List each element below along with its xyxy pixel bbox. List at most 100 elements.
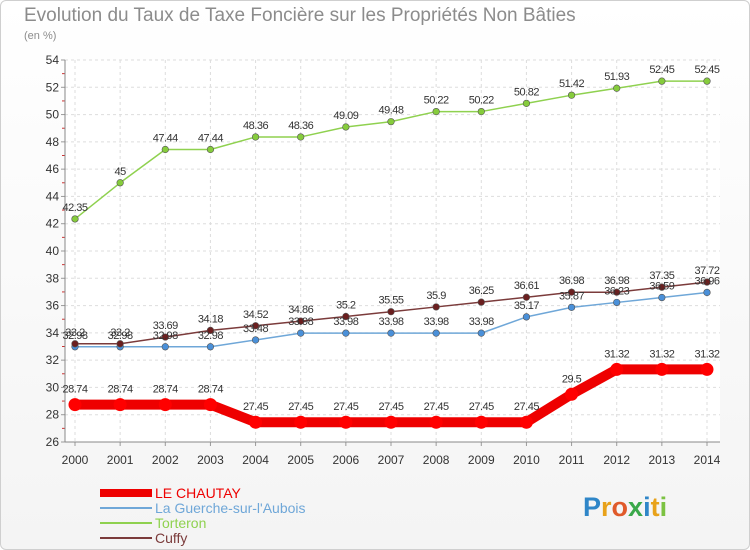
data-point-le-chautay	[68, 398, 82, 412]
data-label-cuffy: 33.2	[110, 327, 130, 339]
x-tick-label: 2001	[107, 453, 134, 467]
data-label-la-guerche-sur-l-aubois: 33.98	[288, 316, 313, 328]
y-tick-label: 38	[46, 271, 60, 285]
data-point-torteron	[251, 133, 260, 141]
data-point-cuffy	[703, 278, 711, 286]
data-label-torteron: 48.36	[288, 120, 313, 132]
data-label-torteron: 48.36	[243, 120, 268, 132]
x-tick-label: 2000	[62, 453, 89, 467]
data-label-torteron: 50.22	[424, 95, 449, 107]
data-label-la-guerche-sur-l-aubois: 33.98	[469, 316, 494, 328]
x-tick-label: 2003	[197, 453, 224, 467]
y-tick-label: 50	[46, 108, 60, 122]
x-tick-label: 2010	[513, 453, 540, 467]
data-point-la-guerche-sur-l-aubois	[477, 329, 485, 337]
logo-letter: r	[601, 492, 612, 522]
data-label-torteron: 49.48	[378, 105, 403, 117]
data-point-la-guerche-sur-l-aubois	[432, 329, 440, 337]
data-label-le-chautay: 28.74	[198, 384, 223, 396]
data-label-le-chautay: 27.45	[243, 401, 268, 413]
logo-letter: t	[651, 492, 660, 522]
data-point-torteron	[658, 77, 666, 85]
data-label-le-chautay: 27.45	[469, 401, 494, 413]
data-label-le-chautay: 28.74	[108, 384, 133, 396]
data-label-torteron: 50.22	[469, 95, 494, 107]
chart-subtitle: (en %)	[24, 30, 57, 42]
data-label-cuffy: 36.98	[604, 275, 629, 287]
data-labels: 42.35 45 47.44 47.44 48.36 48.36 49.09 49.48 50.…	[62, 64, 720, 413]
data-label-la-guerche-sur-l-aubois: 36.23	[604, 285, 629, 297]
data-label-cuffy: 34.18	[198, 313, 223, 325]
x-tick-label: 2013	[649, 453, 676, 467]
data-label-le-chautay: 29.5	[562, 373, 582, 385]
data-point-le-chautay	[294, 415, 308, 429]
data-point-la-guerche-sur-l-aubois	[342, 329, 350, 337]
data-point-cuffy	[658, 283, 666, 291]
x-tick-label: 2008	[423, 453, 450, 467]
data-point-torteron	[567, 91, 576, 99]
data-point-la-guerche-sur-l-aubois	[387, 329, 395, 337]
data-point-cuffy	[432, 303, 440, 311]
data-label-la-guerche-sur-l-aubois: 32.98	[153, 330, 178, 342]
data-point-cuffy	[251, 322, 260, 330]
data-point-torteron	[161, 145, 169, 154]
y-tick-label: 32	[46, 353, 60, 367]
data-label-la-guerche-sur-l-aubois: 36.59	[649, 281, 674, 293]
data-point-torteron	[477, 107, 485, 116]
data-point-la-guerche-sur-l-aubois	[658, 293, 666, 302]
data-label-la-guerche-sur-l-aubois: 32.98	[198, 330, 223, 342]
data-point-cuffy	[477, 298, 485, 306]
x-tick-label: 2009	[468, 453, 495, 467]
data-point-la-guerche-sur-l-aubois	[206, 343, 215, 351]
chart-title: Evolution du Taux de Taxe Foncière sur l…	[24, 5, 576, 26]
data-label-le-chautay: 28.74	[153, 384, 178, 396]
data-label-torteron: 47.44	[198, 132, 223, 144]
data-label-le-chautay: 27.45	[288, 401, 313, 413]
data-label-la-guerche-sur-l-aubois: 36.96	[694, 275, 719, 287]
data-label-la-guerche-sur-l-aubois: 32.98	[108, 330, 133, 342]
data-label-la-guerche-sur-l-aubois: 32.98	[62, 330, 87, 342]
data-point-le-chautay	[429, 415, 443, 429]
data-point-le-chautay	[565, 387, 579, 401]
data-point-le-chautay	[474, 415, 488, 429]
x-tick-label: 2007	[378, 453, 405, 467]
data-point-la-guerche-sur-l-aubois	[297, 329, 305, 337]
data-point-le-chautay	[655, 362, 669, 376]
x-tick-label: 2014	[694, 453, 721, 467]
y-tick-label: 34	[46, 326, 60, 340]
data-label-le-chautay: 31.32	[694, 348, 719, 360]
x-tick-label: 2005	[287, 453, 314, 467]
x-tick-label: 2012	[603, 453, 630, 467]
x-tick-label: 2006	[333, 453, 360, 467]
y-tick-label: 44	[46, 189, 60, 203]
data-point-cuffy	[613, 288, 621, 296]
data-label-cuffy: 35.55	[378, 295, 403, 307]
data-label-cuffy: 33.69	[153, 320, 178, 332]
data-point-torteron	[297, 133, 305, 141]
axes: 26 28 30 32 34 36 38 40 42 44 46 48 50 52 54 2000 2001 20…	[46, 53, 721, 467]
data-label-la-guerche-sur-l-aubois: 35.17	[514, 300, 539, 312]
y-tick-label: 40	[46, 244, 60, 258]
data-label-torteron: 49.09	[333, 110, 358, 122]
data-label-torteron: 52.45	[694, 64, 719, 76]
data-point-torteron	[342, 123, 350, 131]
data-label-la-guerche-sur-l-aubois: 33.48	[243, 323, 268, 335]
y-tick-label: 54	[46, 53, 60, 67]
data-point-le-chautay	[700, 362, 714, 376]
data-label-torteron: 51.42	[559, 78, 584, 90]
data-label-cuffy: 36.98	[559, 275, 584, 287]
data-point-le-chautay	[339, 415, 353, 429]
data-point-la-guerche-sur-l-aubois	[703, 288, 711, 297]
y-tick-label: 42	[46, 217, 60, 231]
data-label-la-guerche-sur-l-aubois: 35.87	[559, 290, 584, 302]
data-point-cuffy	[71, 340, 79, 348]
logo-letter: i	[660, 492, 668, 522]
data-point-la-guerche-sur-l-aubois	[613, 298, 621, 307]
data-point-torteron	[703, 77, 711, 85]
data-label-torteron: 42.35	[62, 202, 87, 214]
legend-label-cuffy: Cuffy	[155, 530, 187, 546]
y-tick-label: 52	[46, 80, 60, 94]
data-point-le-chautay	[113, 398, 127, 412]
